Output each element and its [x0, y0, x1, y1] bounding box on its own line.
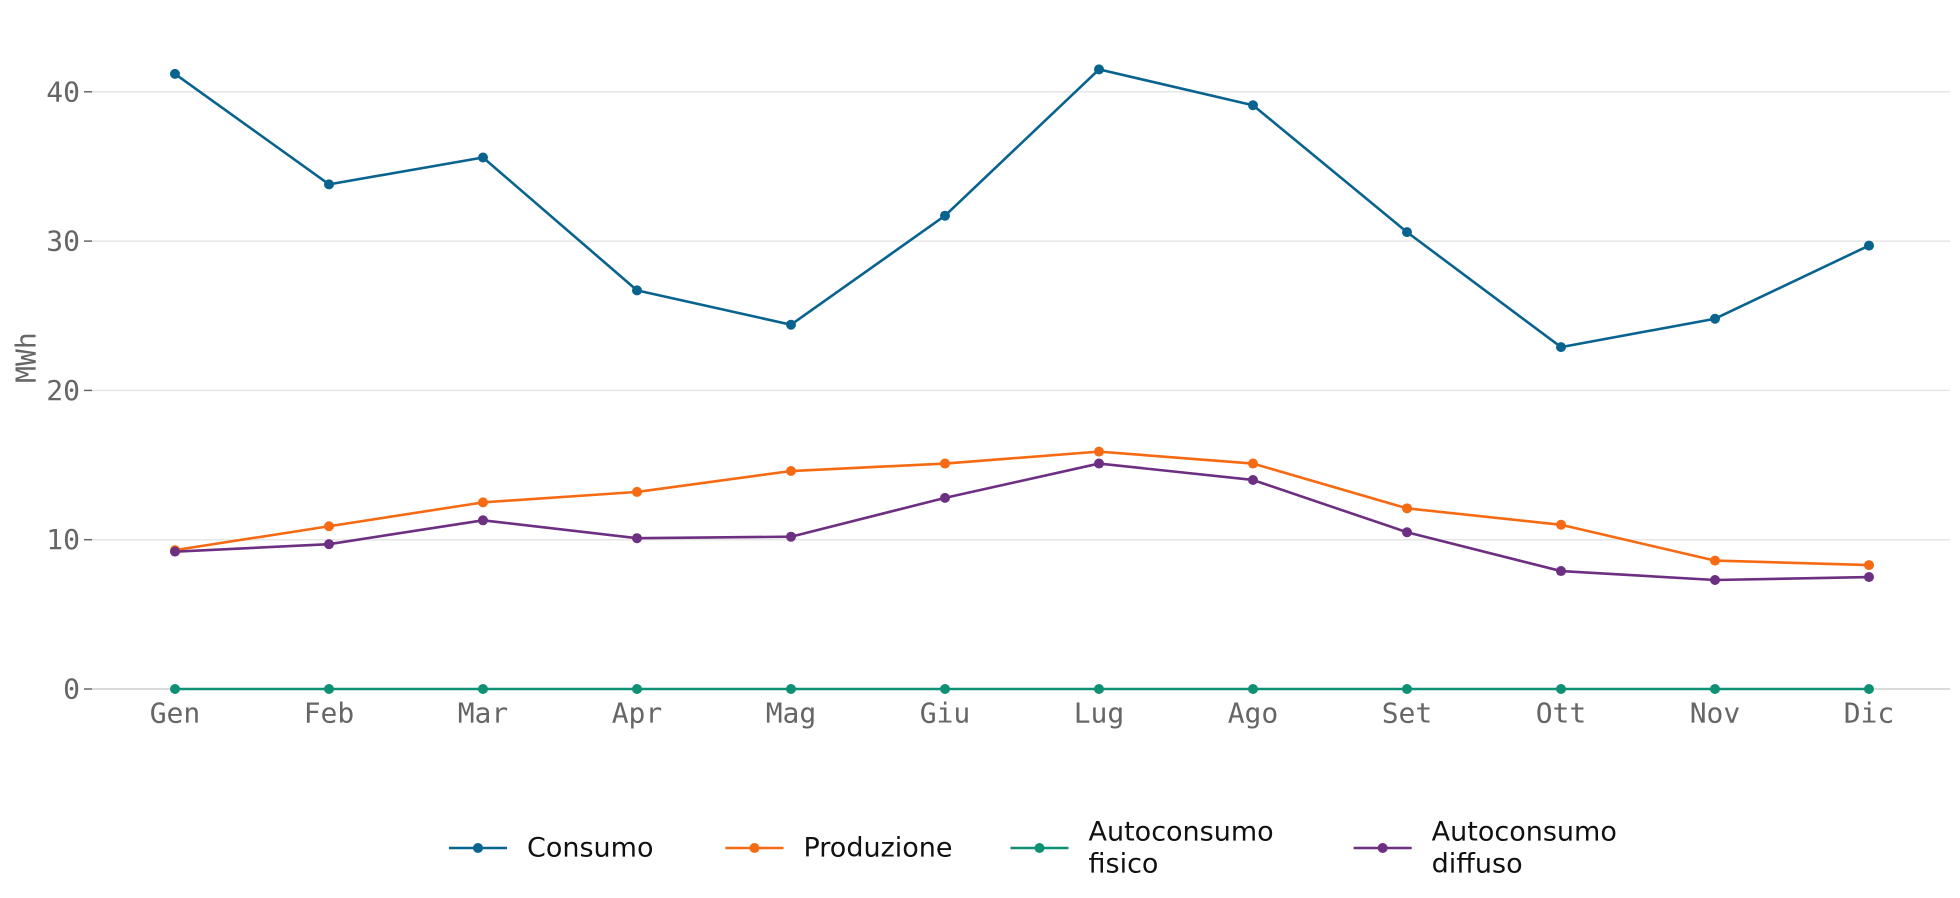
legend-item-consumo: Consumo: [449, 833, 653, 864]
legend-swatch-marker-autoconsumo-diffuso: [1377, 843, 1388, 853]
series-autoconsumo-diffuso: [170, 458, 1874, 586]
data-point-consumo-ago: [1248, 100, 1258, 111]
data-point-autoconsumo-diffuso-gen: [170, 546, 180, 557]
legend-label-line-2: diffuso: [1432, 849, 1523, 880]
x-tick-label-set: Set: [1382, 697, 1433, 730]
y-tick-label-0: 0: [63, 673, 80, 706]
data-point-consumo-feb: [324, 179, 334, 190]
legend-label-autoconsumo-diffuso: Autoconsumo diffuso: [1432, 817, 1617, 880]
data-point-autoconsumo-diffuso-apr: [632, 533, 642, 544]
data-point-autoconsumo-diffuso-mar: [478, 515, 488, 526]
data-point-autoconsumo-diffuso-feb: [324, 539, 334, 550]
x-tick-label-apr: Apr: [612, 697, 663, 730]
data-point-produzione-dic: [1864, 560, 1874, 571]
legend-label-line-2: fisico: [1089, 849, 1159, 880]
series-autoconsumo-fisico: [170, 684, 1874, 694]
data-point-autoconsumo-fisico-mar: [478, 684, 488, 694]
legend-item-autoconsumo-diffuso: Autoconsumo diffuso: [1353, 817, 1617, 880]
x-tick-label-ott: Ott: [1536, 697, 1587, 730]
legend-swatch-marker-produzione: [749, 843, 760, 853]
data-point-consumo-mar: [478, 152, 488, 163]
data-point-autoconsumo-fisico-apr: [632, 684, 642, 694]
data-point-autoconsumo-fisico-nov: [1710, 684, 1720, 694]
legend-label-consumo: Consumo: [527, 833, 653, 864]
data-point-consumo-dic: [1864, 240, 1874, 251]
x-tick-label-ago: Ago: [1228, 697, 1279, 730]
data-point-produzione-mag: [786, 466, 796, 477]
x-tick-label-gen: Gen: [150, 697, 201, 730]
series-line-consumo: [173, 68, 1871, 349]
data-point-produzione-ott: [1556, 519, 1566, 530]
data-point-autoconsumo-fisico-giu: [940, 684, 950, 694]
data-point-produzione-set: [1402, 503, 1412, 514]
x-tick-label-mar: Mar: [458, 697, 509, 730]
series-group: [170, 64, 1874, 694]
data-point-produzione-apr: [632, 486, 642, 497]
data-point-autoconsumo-diffuso-ott: [1556, 566, 1566, 577]
data-point-consumo-lug: [1094, 64, 1104, 75]
data-point-consumo-apr: [632, 285, 642, 296]
legend-label-produzione: Produzione: [803, 833, 952, 864]
data-point-produzione-nov: [1710, 555, 1720, 566]
series-consumo: [170, 64, 1874, 353]
y-axis: 0 10 20 30 40 MWh: [10, 75, 92, 706]
data-point-autoconsumo-diffuso-lug: [1094, 458, 1104, 469]
series-line-produzione: [173, 450, 1871, 567]
x-tick-label-feb: Feb: [304, 697, 355, 730]
x-tick-label-giu: Giu: [920, 697, 971, 730]
x-tick-label-lug: Lug: [1074, 697, 1125, 730]
series-line-autoconsumo-diffuso: [173, 462, 1871, 582]
data-point-autoconsumo-fisico-ago: [1248, 684, 1258, 694]
data-point-autoconsumo-fisico-gen: [170, 684, 180, 694]
data-point-produzione-feb: [324, 521, 334, 532]
data-point-produzione-giu: [940, 458, 950, 469]
legend-item-autoconsumo-fisico: Autoconsumo fisico: [1010, 817, 1274, 880]
x-tick-label-nov: Nov: [1690, 697, 1741, 730]
legend-label-line-1: Autoconsumo: [1089, 817, 1274, 848]
data-point-autoconsumo-fisico-lug: [1094, 684, 1104, 694]
data-point-autoconsumo-diffuso-set: [1402, 527, 1412, 538]
data-point-autoconsumo-diffuso-giu: [940, 492, 950, 503]
data-point-consumo-set: [1402, 227, 1412, 238]
y-tick-label-10: 10: [46, 523, 80, 556]
data-point-autoconsumo-diffuso-mag: [786, 531, 796, 542]
data-point-consumo-ott: [1556, 342, 1566, 353]
data-point-consumo-nov: [1710, 313, 1720, 324]
data-point-consumo-giu: [940, 210, 950, 221]
legend-swatch-marker-autoconsumo-fisico: [1034, 843, 1045, 853]
data-point-autoconsumo-diffuso-nov: [1710, 575, 1720, 586]
series-produzione: [170, 446, 1874, 571]
x-axis: Gen Feb Mar Apr Mag Giu Lug Ago Set Ott Nov Dic: [150, 697, 1895, 730]
legend-label-line-1: Autoconsumo: [1432, 817, 1617, 848]
data-point-produzione-ago: [1248, 458, 1258, 469]
x-tick-label-mag: Mag: [766, 697, 817, 730]
y-tick-label-30: 30: [46, 225, 80, 258]
data-point-autoconsumo-fisico-mag: [786, 684, 796, 694]
data-point-produzione-lug: [1094, 446, 1104, 457]
data-point-autoconsumo-fisico-ott: [1556, 684, 1566, 694]
data-point-autoconsumo-fisico-set: [1402, 684, 1412, 694]
data-point-consumo-mag: [786, 319, 796, 330]
grid-lines: [92, 91, 1950, 690]
y-tick-label-20: 20: [46, 374, 80, 407]
data-point-produzione-mar: [478, 497, 488, 508]
y-axis-label: MWh: [10, 332, 43, 383]
data-point-autoconsumo-fisico-feb: [324, 684, 334, 694]
legend-label-autoconsumo-fisico: Autoconsumo fisico: [1089, 817, 1274, 880]
legend-swatch-marker-consumo: [473, 843, 483, 853]
y-tick-label-40: 40: [46, 75, 80, 108]
legend-item-produzione: Produzione: [725, 833, 953, 864]
data-point-autoconsumo-fisico-dic: [1864, 684, 1874, 694]
data-point-consumo-gen: [170, 68, 180, 79]
x-tick-label-dic: Dic: [1844, 697, 1895, 730]
data-point-autoconsumo-diffuso-ago: [1248, 474, 1258, 485]
data-point-autoconsumo-diffuso-dic: [1864, 572, 1874, 583]
